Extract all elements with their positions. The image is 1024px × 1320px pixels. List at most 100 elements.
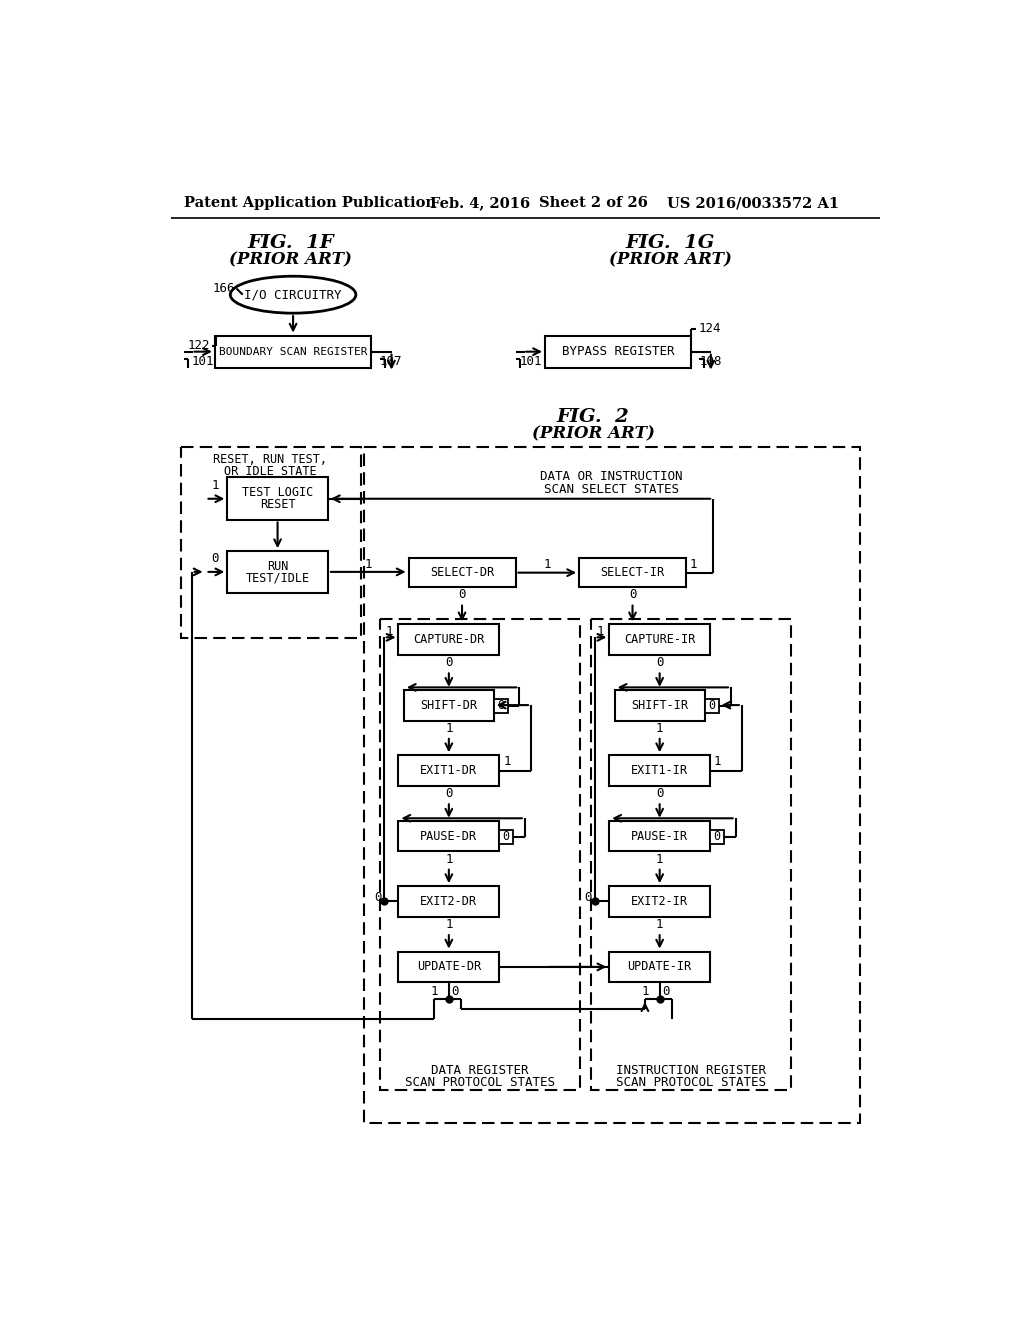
Text: SHIFT-DR: SHIFT-DR [420, 698, 477, 711]
Bar [180, 447, 360, 638]
Bar [545, 335, 690, 368]
Text: CAPTURE-IR: CAPTURE-IR [624, 634, 695, 647]
Bar [614, 689, 705, 721]
Text: (PRIOR ART): (PRIOR ART) [229, 252, 352, 268]
Text: SELECT-IR: SELECT-IR [600, 566, 665, 579]
Text: 166: 166 [212, 282, 234, 296]
Text: 0: 0 [708, 700, 715, 713]
Text: 0: 0 [445, 787, 453, 800]
Text: (PRIOR ART): (PRIOR ART) [609, 252, 732, 268]
Text: 0: 0 [656, 787, 664, 800]
Text: TEST LOGIC: TEST LOGIC [242, 486, 313, 499]
Text: TEST/IDLE: TEST/IDLE [246, 572, 309, 585]
Text: 1: 1 [445, 917, 453, 931]
Bar [609, 755, 710, 785]
Text: 1: 1 [386, 626, 393, 639]
Text: 0: 0 [629, 589, 636, 602]
Text: 101: 101 [191, 355, 214, 368]
Text: 1: 1 [641, 985, 648, 998]
Text: 107: 107 [380, 355, 402, 368]
Text: 108: 108 [699, 355, 722, 368]
Bar [227, 478, 328, 520]
Text: RESET: RESET [260, 498, 295, 511]
Text: BOUNDARY SCAN REGISTER: BOUNDARY SCAN REGISTER [219, 347, 368, 356]
Text: 0: 0 [585, 891, 592, 904]
Text: Sheet 2 of 26: Sheet 2 of 26 [539, 197, 647, 210]
Bar [710, 830, 724, 843]
Bar [215, 335, 372, 368]
Bar [591, 619, 791, 1090]
Text: 0: 0 [503, 830, 510, 843]
Text: 1: 1 [365, 557, 372, 570]
Text: 0: 0 [452, 985, 459, 998]
Bar [609, 821, 710, 851]
Text: 1: 1 [656, 917, 664, 931]
Text: SCAN PROTOCOL STATES: SCAN PROTOCOL STATES [404, 1076, 555, 1089]
Bar [609, 952, 710, 982]
Text: DATA OR INSTRUCTION: DATA OR INSTRUCTION [541, 470, 683, 483]
Bar [403, 689, 494, 721]
Text: 1: 1 [503, 755, 511, 768]
Text: (PRIOR ART): (PRIOR ART) [531, 425, 654, 442]
Text: US 2016/0033572 A1: US 2016/0033572 A1 [667, 197, 839, 210]
Bar [494, 700, 508, 713]
Bar [609, 886, 710, 917]
Text: 1: 1 [211, 479, 218, 492]
Bar [398, 952, 500, 982]
Bar [500, 830, 513, 843]
Text: RESET, RUN TEST,: RESET, RUN TEST, [213, 453, 327, 466]
Text: DATA REGISTER: DATA REGISTER [431, 1064, 528, 1077]
Bar [409, 558, 515, 587]
Text: OR IDLE STATE: OR IDLE STATE [223, 465, 316, 478]
Text: 0: 0 [656, 656, 664, 669]
Text: CAPTURE-DR: CAPTURE-DR [414, 634, 484, 647]
Text: Feb. 4, 2016: Feb. 4, 2016 [430, 197, 530, 210]
Text: 124: 124 [698, 322, 721, 335]
Bar [398, 886, 500, 917]
Text: BYPASS REGISTER: BYPASS REGISTER [561, 345, 674, 358]
Text: 0: 0 [498, 700, 505, 713]
Text: EXIT2-DR: EXIT2-DR [420, 895, 477, 908]
Text: UPDATE-IR: UPDATE-IR [628, 961, 692, 973]
Text: 0: 0 [714, 830, 721, 843]
Text: 0: 0 [211, 552, 218, 565]
Bar [365, 447, 860, 1123]
Text: 0: 0 [663, 985, 670, 998]
Text: EXIT1-DR: EXIT1-DR [420, 764, 477, 777]
Text: UPDATE-DR: UPDATE-DR [417, 961, 481, 973]
Text: 1: 1 [544, 558, 551, 572]
Text: 1: 1 [430, 985, 438, 998]
Bar [579, 558, 686, 587]
Bar [227, 552, 328, 594]
Text: I/O CIRCUITRY: I/O CIRCUITRY [245, 288, 342, 301]
Text: 1: 1 [445, 853, 453, 866]
Text: SCAN PROTOCOL STATES: SCAN PROTOCOL STATES [615, 1076, 766, 1089]
Bar [398, 624, 500, 655]
Bar [398, 755, 500, 785]
Bar [398, 821, 500, 851]
Text: EXIT2-IR: EXIT2-IR [631, 895, 688, 908]
Text: 122: 122 [187, 339, 210, 352]
Text: RUN: RUN [267, 560, 289, 573]
Bar [705, 700, 719, 713]
Text: 0: 0 [445, 656, 453, 669]
Text: SCAN SELECT STATES: SCAN SELECT STATES [544, 483, 679, 496]
Text: FIG.  1F: FIG. 1F [248, 234, 334, 252]
Ellipse shape [230, 276, 356, 313]
Text: FIG.  1G: FIG. 1G [626, 234, 715, 252]
Text: 1: 1 [714, 755, 721, 768]
Text: 0: 0 [459, 589, 466, 602]
Text: 0: 0 [374, 891, 381, 904]
Text: PAUSE-IR: PAUSE-IR [631, 829, 688, 842]
Bar [609, 624, 710, 655]
Text: 1: 1 [445, 722, 453, 735]
Text: 1: 1 [656, 853, 664, 866]
Text: INSTRUCTION REGISTER: INSTRUCTION REGISTER [615, 1064, 766, 1077]
Text: 1: 1 [656, 722, 664, 735]
Text: 101: 101 [519, 355, 542, 368]
Text: EXIT1-IR: EXIT1-IR [631, 764, 688, 777]
Text: 1: 1 [690, 558, 697, 572]
Bar [380, 619, 580, 1090]
Text: 1: 1 [596, 626, 604, 639]
Text: PAUSE-DR: PAUSE-DR [420, 829, 477, 842]
